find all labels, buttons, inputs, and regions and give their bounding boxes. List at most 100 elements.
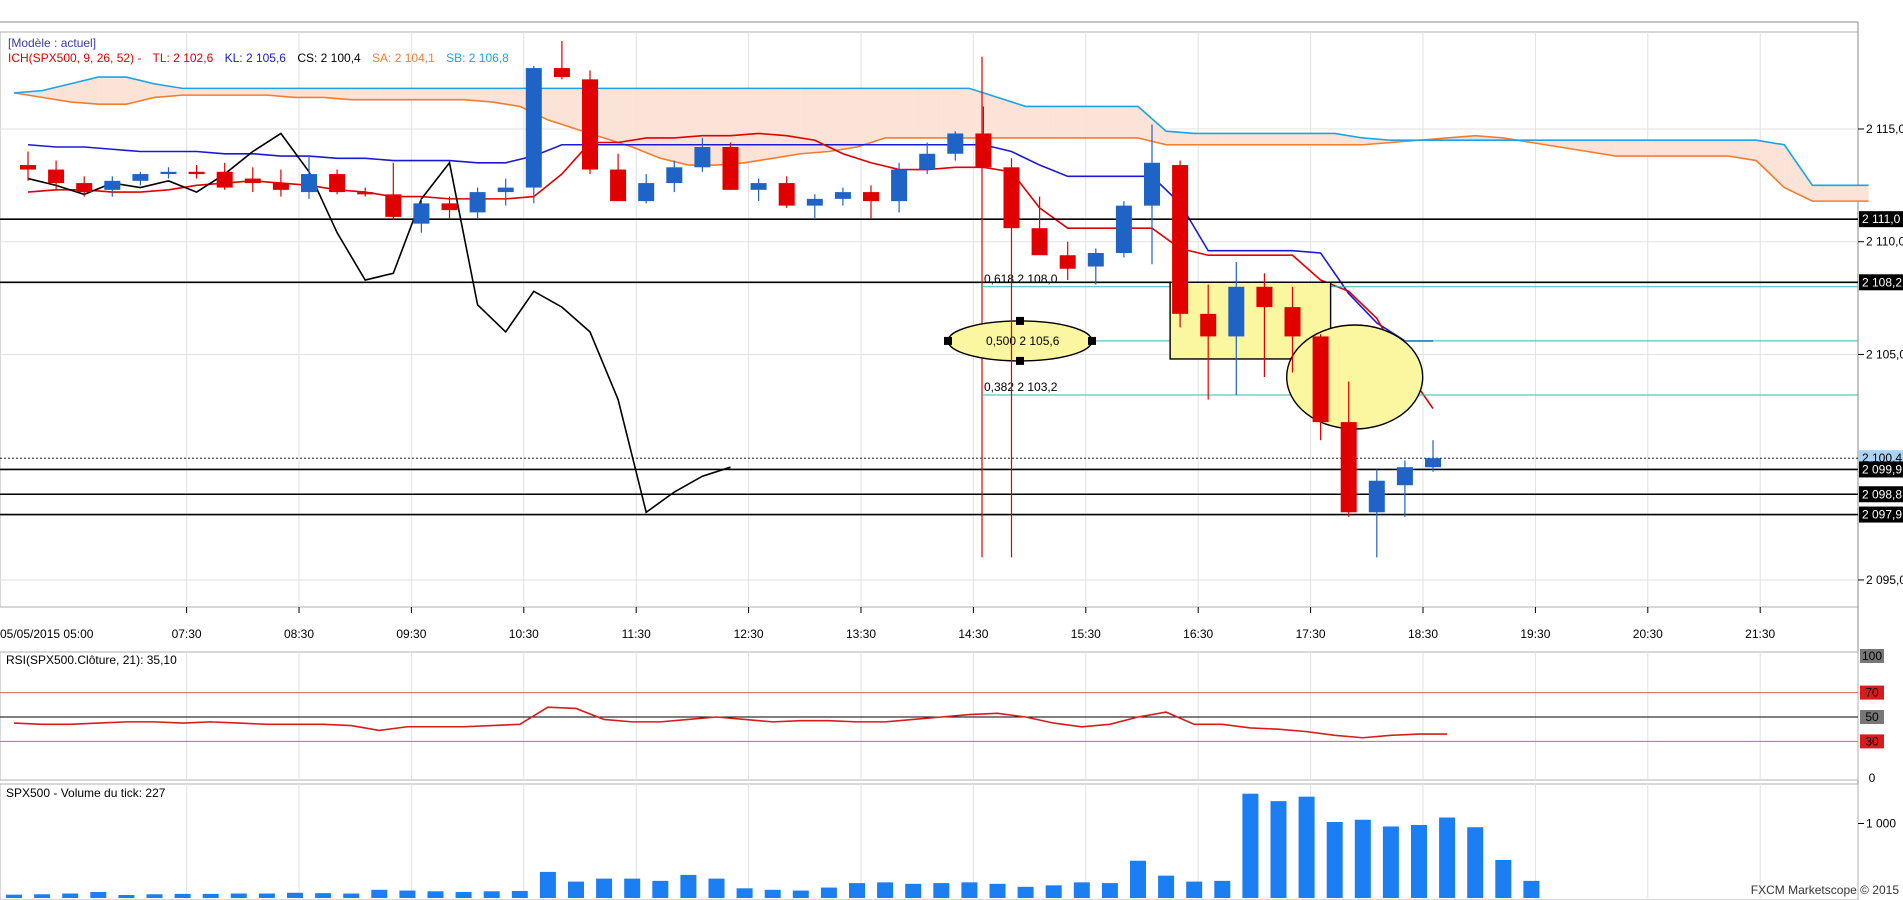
volume-bar <box>1270 801 1287 898</box>
candle-body <box>469 192 486 213</box>
selection-handle <box>1088 336 1096 345</box>
cloud-segment <box>126 77 155 105</box>
candle-body <box>497 187 514 193</box>
cloud-segment <box>1812 185 1841 202</box>
candle-body <box>441 203 458 211</box>
fib-label: 0,382 2 103,2 <box>984 380 1058 394</box>
sa-value: SA: 2 104,1 <box>372 51 435 65</box>
candle-body <box>244 178 261 184</box>
volume-bar <box>624 878 641 898</box>
x-tick-label: 17:30 <box>1296 627 1326 641</box>
cloud-segment <box>210 88 239 96</box>
cloud-segment <box>772 88 801 159</box>
x-tick-label: 19:30 <box>1520 627 1550 641</box>
level-price-box <box>1859 211 1903 228</box>
volume-bar <box>596 878 613 898</box>
cloud-segment <box>491 88 520 107</box>
x-tick-label: 10:30 <box>509 627 539 641</box>
cloud-segment <box>238 88 267 96</box>
candle-body <box>1340 422 1357 513</box>
cloud-segment <box>716 88 745 166</box>
highlight-ellipse <box>1285 324 1424 430</box>
volume-bar <box>1523 880 1540 898</box>
cloud-segment <box>913 88 942 138</box>
volume-bar <box>146 894 163 898</box>
candle-body <box>1396 467 1413 486</box>
candle-body <box>160 171 177 175</box>
volume-bar <box>287 892 303 898</box>
candle-body <box>1059 255 1076 269</box>
volume-bar <box>1045 885 1062 898</box>
candle-body <box>1031 228 1048 256</box>
level-price-box <box>1859 486 1903 503</box>
kl-value: KL: 2 105,6 <box>225 51 287 65</box>
volume-bar <box>455 892 472 898</box>
cloud-segment <box>1700 140 1729 157</box>
volume-bar <box>1326 822 1343 898</box>
level-price-label: 2 099,9 <box>1862 462 1902 476</box>
volume-bar <box>877 882 894 898</box>
volume-frame <box>0 783 1859 900</box>
cloud-segment <box>1194 133 1223 145</box>
volume-bar <box>90 892 107 898</box>
cloud-segment <box>1025 106 1054 138</box>
level-price-box <box>1859 506 1903 523</box>
volume-bar <box>202 893 219 898</box>
x-tick-label: 15:30 <box>1071 627 1101 641</box>
volume-bar <box>680 874 697 898</box>
volume-bar <box>1439 817 1456 898</box>
volume-bar <box>427 891 444 898</box>
senkou-b-line <box>13 76 1869 187</box>
volume-bar <box>1298 796 1315 898</box>
volume-bar <box>315 893 332 898</box>
fib-label: 0,500 2 105,6 <box>986 334 1060 348</box>
volume-bar <box>1467 827 1484 898</box>
ich-legend: ICH(SPX500, 9, 26, 52) - TL: 2 102,6 KL:… <box>8 51 509 65</box>
cloud-segment <box>800 88 829 154</box>
cs-value: CS: 2 100,4 <box>297 51 361 65</box>
rsi-tick-box <box>1860 771 1884 785</box>
fib-label: 0,618 2 108,0 <box>984 272 1058 286</box>
date-label: 05/05/2015 05:00 <box>0 627 94 641</box>
volume-bar <box>1354 819 1371 898</box>
model-label: [Modèle : actuel] <box>8 36 96 50</box>
cloud-segment <box>604 88 633 147</box>
cloud-segment <box>997 97 1026 138</box>
rsi-tick-label: 100 <box>1862 649 1882 663</box>
volume-bar <box>371 889 388 898</box>
rsi-panel[interactable]: RSI(SPX500.Clôture, 21): 35,10 100 70 50 30 0 <box>0 649 1884 785</box>
cloud-segment <box>182 88 211 96</box>
y-tick-label: 2 110,0 <box>1866 235 1903 249</box>
x-tick-label: 13:30 <box>846 627 876 641</box>
chikou-line <box>27 132 731 514</box>
candle-body <box>1087 252 1104 267</box>
level-price-label: 2 111,0 <box>1862 212 1901 226</box>
volume-bar <box>1101 883 1118 898</box>
candle-body <box>638 183 655 202</box>
x-tick-label: 20:30 <box>1633 627 1663 641</box>
volume-bar <box>62 893 79 898</box>
candle-body <box>778 183 795 206</box>
volume-bar <box>905 883 922 898</box>
time-axis: 05/05/2015 05:00 07:30 08:30 09:30 10:30 11:3… <box>0 607 1776 641</box>
cloud-segment <box>1053 106 1082 138</box>
volume-bar <box>1017 886 1034 898</box>
tl-value: TL: 2 102,6 <box>153 51 214 65</box>
cloud-segment <box>1643 140 1672 157</box>
candle-body <box>525 68 542 188</box>
candle-body <box>863 192 879 202</box>
candle-body <box>1115 205 1132 253</box>
rsi-tick-label: 70 <box>1865 686 1879 700</box>
price-panel[interactable]: 0,618 2 108,0 0,500 2 105,6 0,382 2 103,2 2… <box>0 21 1903 900</box>
volume-bar <box>1495 860 1512 898</box>
candle-body <box>1144 162 1160 206</box>
level-price-box <box>1859 274 1903 291</box>
volume-bar <box>1382 826 1399 898</box>
cloud-segment <box>42 83 71 102</box>
cloud-segment <box>1728 140 1757 161</box>
volume-bar <box>1130 860 1146 898</box>
volume-bar <box>849 883 865 898</box>
cloud-segment <box>1784 144 1813 202</box>
volume-panel[interactable]: SPX500 - Volume du tick: 227 1 000 <box>0 783 1896 900</box>
